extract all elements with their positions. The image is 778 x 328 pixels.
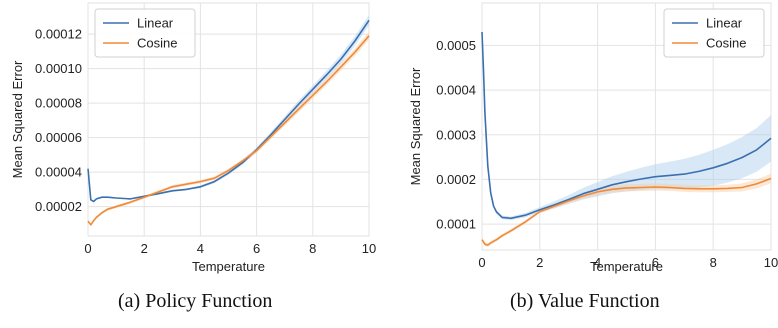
y-tick-label: 0.00006 — [35, 130, 82, 145]
x-tick-label: 2 — [141, 241, 148, 256]
legend-label-linear: Linear — [137, 16, 174, 31]
value-function-chart: 0 2 4 6 8 10 0.0001 0.0002 0.0003 0.0004 0.0005 T… — [408, 2, 778, 274]
legend: Linear Cosine — [663, 8, 765, 58]
y-tick-label: 0.00012 — [35, 27, 82, 42]
x-axis-label: Temperature — [192, 259, 265, 274]
y-tick-label: 0.00008 — [35, 96, 82, 111]
legend-box — [663, 8, 765, 58]
legend: Linear Cosine — [94, 8, 196, 58]
line-linear — [481, 31, 772, 220]
y-tick-labels: 0.00002 0.00004 0.00006 0.00008 0.00010 0.000… — [35, 27, 82, 215]
x-tick-label: 6 — [253, 241, 260, 256]
line-cosine — [481, 177, 772, 246]
x-tick-label: 4 — [197, 241, 204, 256]
confidence-bands — [482, 30, 771, 247]
x-tick-label: 10 — [764, 255, 778, 270]
x-tick-labels: 0 2 4 6 8 10 — [84, 241, 376, 256]
x-tick-label: 8 — [710, 255, 717, 270]
x-tick-label: 0 — [478, 255, 485, 270]
x-tick-label: 0 — [84, 241, 91, 256]
line-cosine — [87, 35, 370, 226]
y-tick-label: 0.00002 — [35, 199, 82, 214]
y-tick-labels: 0.0001 0.0002 0.0003 0.0004 0.0005 — [436, 38, 476, 232]
y-tick-label: 0.0002 — [436, 172, 476, 187]
legend-label-cosine: Cosine — [137, 36, 177, 51]
y-axis-label: Mean Squared Error — [408, 67, 423, 185]
y-tick-label: 0.00004 — [35, 165, 82, 180]
y-axis-label: Mean Squared Error — [10, 60, 25, 178]
x-tick-label: 2 — [536, 255, 543, 270]
series-lines — [481, 31, 772, 246]
y-tick-label: 0.0001 — [436, 217, 476, 232]
x-tick-label: 8 — [309, 241, 316, 256]
legend-box — [94, 8, 196, 58]
y-tick-label: 0.0005 — [436, 38, 476, 53]
line-linear — [87, 19, 370, 203]
x-tick-label: 6 — [652, 255, 659, 270]
x-tick-labels: 0 2 4 6 8 10 — [478, 255, 778, 270]
band-linear — [482, 30, 771, 221]
band-cosine — [482, 173, 771, 247]
legend-label-linear: Linear — [706, 16, 743, 31]
y-tick-label: 0.0003 — [436, 127, 476, 142]
policy-function-chart: 0 2 4 6 8 10 0.000020.000040.000060.000080.00… — [10, 2, 376, 274]
caption-value-function: (b) Value Function — [510, 290, 660, 312]
x-tick-label: 4 — [594, 255, 601, 270]
series-lines — [87, 19, 370, 226]
legend-label-cosine: Cosine — [706, 36, 746, 51]
y-tick-label: 0.00010 — [35, 61, 82, 76]
y-tick-label: 0.0004 — [436, 83, 476, 98]
caption-policy-function: (a) Policy Function — [118, 290, 273, 312]
x-axis-label: Temperature — [590, 259, 663, 274]
x-tick-label: 10 — [362, 241, 376, 256]
